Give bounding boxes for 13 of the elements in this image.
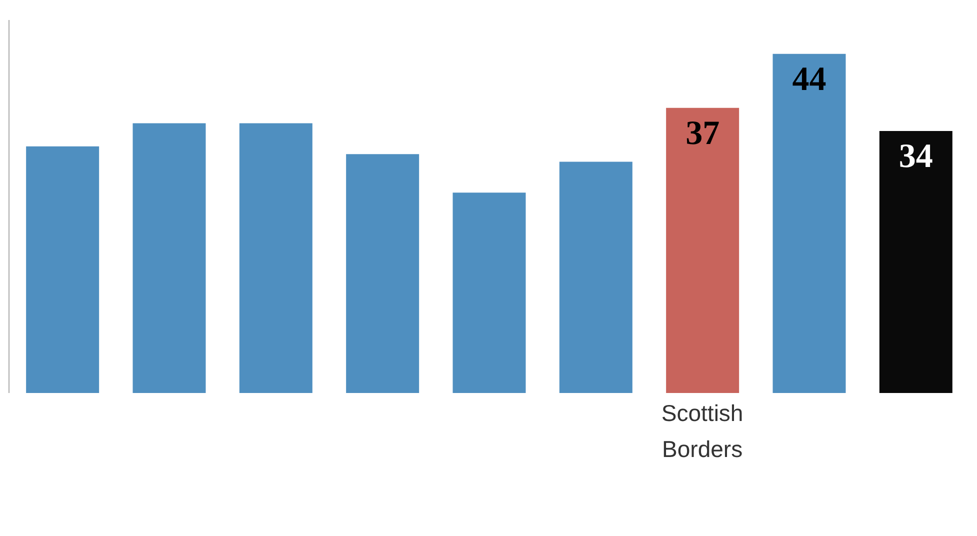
data-label: 44 (792, 60, 826, 98)
bar (132, 123, 206, 393)
bar (452, 192, 526, 393)
bar (879, 130, 952, 393)
bar (559, 162, 632, 393)
bar (26, 146, 100, 393)
bar (666, 108, 740, 393)
data-label: 34 (898, 138, 933, 175)
x-tick-label: Scottish Borders (661, 400, 744, 462)
bar (346, 154, 420, 393)
data-label: 37 (686, 114, 720, 152)
bar (772, 54, 846, 393)
bar (239, 123, 312, 393)
